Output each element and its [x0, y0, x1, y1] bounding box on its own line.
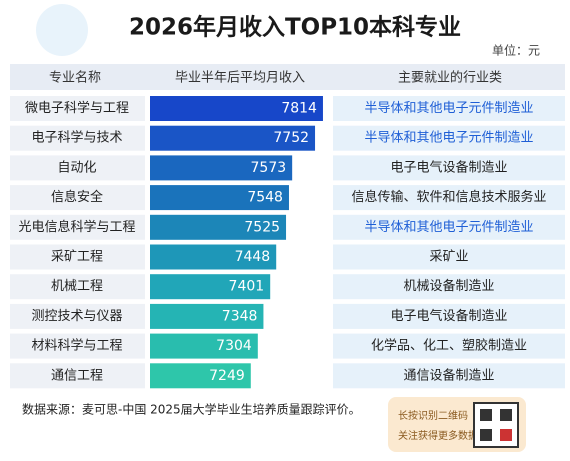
category-cell: [10, 214, 145, 240]
value-label: 7304: [216, 338, 252, 354]
source: 数据来源：麦可思-中国 2025届大学毕业生培养质量跟踪评价。: [22, 402, 361, 417]
category-cell: [10, 244, 145, 270]
category-label: 材料科学与工程: [31, 338, 122, 354]
industry-cell: [333, 96, 565, 121]
value-label: 7814: [281, 101, 317, 117]
bar: [150, 363, 251, 389]
bar: [150, 96, 323, 121]
industry-cell: [333, 333, 565, 359]
bar: [150, 274, 271, 300]
chart-title: 2026年月收入TOP10本科专业: [129, 14, 461, 41]
industry-label: 信息传输、软件和信息技术服务业: [351, 189, 546, 205]
bar: [150, 214, 287, 240]
category-cell: [10, 96, 145, 121]
industry-label: 半导体和其他电子元件制造业: [364, 131, 533, 146]
value-label: 7401: [229, 279, 265, 295]
category-cell: [10, 333, 145, 359]
value-label: 7573: [251, 160, 287, 176]
value-label: 7525: [244, 219, 280, 235]
category-label: 信息安全: [51, 189, 103, 205]
value-label: 7348: [222, 308, 258, 324]
qr-code: [480, 409, 492, 421]
decoration: [36, 4, 88, 56]
category-label: 电子科学与技术: [31, 130, 122, 146]
category-cell: [10, 303, 145, 329]
category-cell: [10, 125, 145, 151]
category-cell: [10, 155, 145, 181]
industry-label: 采矿业: [429, 250, 468, 265]
industry-cell: [333, 214, 565, 240]
header: 毕业半年后平均月收入: [175, 71, 305, 86]
header-row: [10, 64, 565, 90]
industry-cell: [333, 274, 565, 300]
qr-code: [500, 429, 512, 441]
industry-cell: [333, 363, 565, 389]
category-label: 自动化: [57, 160, 96, 175]
category-label: 测控技术与仪器: [31, 309, 122, 324]
value-label: 7249: [209, 368, 245, 384]
category-cell: [10, 274, 145, 300]
industry-label: 电子电气设备制造业: [390, 308, 507, 324]
category-cell: [10, 185, 145, 211]
category-label: 微电子科学与工程: [25, 100, 129, 116]
qr-code: [500, 409, 512, 421]
qr-code: [480, 429, 492, 441]
industry-cell: [333, 244, 565, 270]
industry-cell: [333, 185, 565, 211]
category-label: 光电信息科学与工程: [18, 219, 135, 235]
industry-label: 半导体和其他电子元件制造业: [364, 220, 533, 235]
industry-label: 化学品、化工、塑胶制造业: [371, 338, 527, 354]
value-label: 7752: [273, 130, 309, 146]
bar: [150, 333, 258, 359]
industry-label: 半导体和其他电子元件制造业: [364, 101, 533, 116]
bar: [150, 125, 316, 151]
unit-label: 单位：元: [492, 43, 540, 58]
category-label: 采矿工程: [51, 250, 103, 265]
industry-label: 机械设备制造业: [403, 278, 494, 294]
qr-text: 关注获得更多数据: [398, 429, 478, 442]
industry-cell: [333, 125, 565, 151]
category-label: 通信工程: [51, 368, 103, 383]
value-label: 7448: [235, 249, 271, 265]
industry-label: 通信设备制造业: [403, 367, 494, 383]
category-label: 机械工程: [51, 279, 103, 294]
bar: [150, 185, 289, 211]
industry-label: 电子电气设备制造业: [390, 159, 507, 175]
value-label: 7548: [247, 190, 283, 206]
industry-cell: [333, 303, 565, 329]
bar: [150, 155, 293, 181]
industry-cell: [333, 155, 565, 181]
qr-text: 长按识别二维码: [398, 409, 468, 422]
header: 专业名称: [49, 70, 101, 86]
bar: [150, 303, 264, 329]
category-cell: [10, 363, 145, 389]
header: 主要就业的行业类: [398, 70, 502, 86]
bar: [150, 244, 277, 270]
